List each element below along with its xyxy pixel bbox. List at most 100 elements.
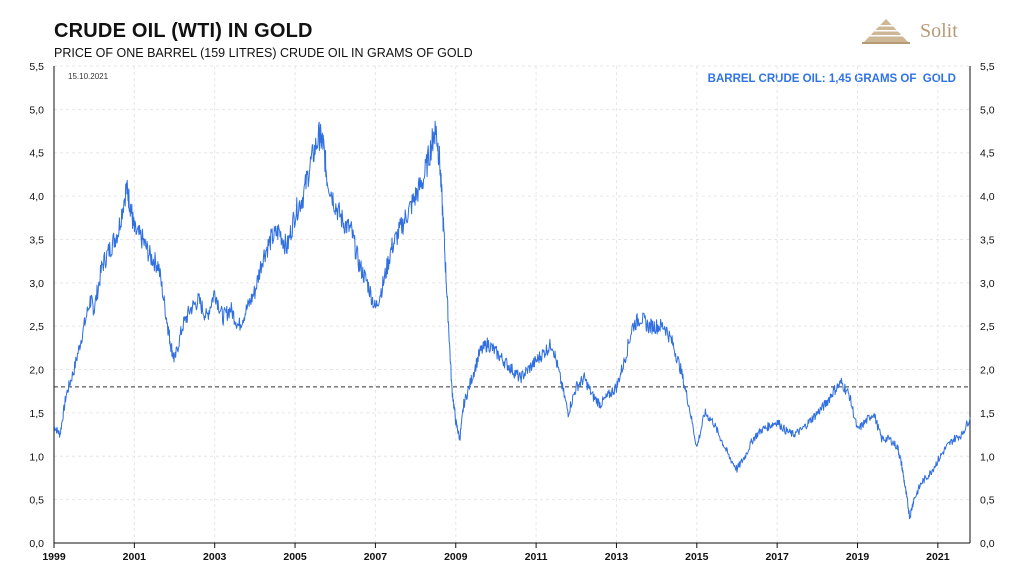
data-point [584,378,585,379]
data-point [640,317,641,318]
y-tick-label-right: 0,0 [980,538,995,550]
data-point [487,343,488,344]
data-point [439,161,440,162]
data-point [897,447,898,448]
data-point [945,447,946,448]
x-tick-label: 2013 [605,551,629,563]
y-tick-label-right: 5,0 [980,104,995,116]
y-tick-label-right: 1,5 [980,408,995,420]
y-tick-label-left: 2,5 [29,321,44,333]
y-tick-label-left: 5,0 [29,104,44,116]
data-point [399,230,400,231]
data-point [760,430,761,431]
data-point [391,248,392,249]
data-point [825,404,826,405]
x-tick-label: 2019 [846,551,870,563]
data-point [367,282,368,283]
data-point [568,412,569,413]
data-point [592,395,593,396]
data-point [728,456,729,457]
data-point [752,438,753,439]
data-point [769,425,770,426]
data-point [656,326,657,327]
x-tick-label: 2001 [123,551,147,563]
data-point [319,135,320,136]
data-point [881,438,882,439]
data-point [65,395,66,396]
data-point [102,265,103,266]
data-point [576,386,577,387]
data-point [552,343,553,344]
data-point [351,230,352,231]
data-point [94,308,95,309]
data-point [206,317,207,318]
data-point [527,369,528,370]
data-point [435,126,436,127]
data-point [720,438,721,439]
x-tick-label: 2021 [926,551,950,563]
data-point [110,248,111,249]
data-point [254,291,255,292]
data-point [190,308,191,309]
data-point [921,482,922,483]
y-tick-label-left: 2,0 [29,365,44,377]
data-point [937,460,938,461]
y-tick-label-right: 4,5 [980,148,995,160]
data-point [343,222,344,223]
data-point [170,343,171,344]
data-point [423,178,424,179]
data-point [459,438,460,439]
y-tick-label-left: 5,5 [29,61,44,73]
data-point [126,187,127,188]
data-point [471,378,472,379]
chart-title: CRUDE OIL (WTI) IN GOLD [54,20,313,42]
data-point [455,421,456,422]
data-point [375,308,376,309]
solit-logo: Solit [858,16,978,50]
data-point [704,412,705,413]
data-point [616,386,617,387]
data-point [503,360,504,361]
data-point [777,421,778,422]
y-tick-label-left: 3,0 [29,278,44,290]
data-point [286,248,287,249]
logo-text: Solit [920,20,958,42]
data-point [961,434,962,435]
data-point [323,143,324,144]
data-point [736,469,737,470]
data-point [688,404,689,405]
data-point [118,230,119,231]
date-label: 15.10.2021 [68,72,109,81]
data-point [270,239,271,240]
data-point [150,256,151,257]
data-point [664,326,665,327]
data-point [407,213,408,214]
data-point [443,230,444,231]
y-tick-label-right: 2,0 [980,365,995,377]
x-tick-label: 2005 [283,551,307,563]
data-point [246,308,247,309]
pyramid-logo-icon [862,19,910,44]
data-point [519,378,520,379]
data-point [174,360,175,361]
chart-subtitle: PRICE OF ONE BARREL (159 LITRES) CRUDE O… [54,46,473,60]
data-point [198,300,199,301]
data-point [680,369,681,370]
data-point [849,395,850,396]
x-tick-label: 2015 [685,551,709,563]
data-point [383,282,384,283]
data-point [447,308,448,309]
data-point [889,438,890,439]
data-point [82,334,83,335]
data-point [809,421,810,422]
data-point [311,161,312,162]
data-point [624,360,625,361]
data-point [238,326,239,327]
data-point [463,404,464,405]
x-tick-label: 2007 [364,551,388,563]
y-tick-label-right: 4,0 [980,191,995,203]
data-point [744,456,745,457]
data-point [953,438,954,439]
data-point [560,378,561,379]
